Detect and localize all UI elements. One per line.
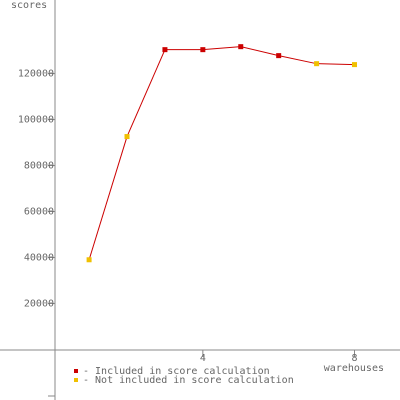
data-point	[86, 257, 92, 263]
x-tick-label: 8	[351, 353, 357, 364]
data-point	[314, 61, 320, 67]
x-tick-label: 4	[200, 353, 206, 364]
y-tick-label: 120000	[18, 69, 54, 80]
data-point	[162, 47, 168, 53]
line-segment	[240, 46, 279, 57]
y-tick-label: 60000	[24, 206, 54, 217]
x-axis-label: warehouses	[324, 363, 384, 374]
legend-swatch	[74, 378, 78, 382]
line-segment	[278, 55, 317, 65]
y-tick-label: 80000	[24, 161, 54, 172]
line-segment	[316, 63, 355, 66]
line-segment	[88, 136, 128, 260]
y-axis-label: scores	[11, 0, 47, 11]
y-tick-label: 100000	[18, 115, 54, 126]
legend-label: - Not included in score calculation	[83, 375, 294, 386]
line-segment	[126, 49, 166, 137]
data-point	[276, 53, 282, 59]
data-point	[124, 134, 130, 140]
legend-label: - Included in score calculation	[83, 366, 270, 377]
y-tick-label: 40000	[24, 252, 54, 263]
data-point	[352, 62, 358, 68]
y-tick-label: 20000	[24, 298, 54, 309]
line-segment	[202, 46, 241, 51]
data-point	[200, 47, 206, 53]
data-point	[238, 44, 244, 50]
legend-swatch	[74, 369, 78, 373]
